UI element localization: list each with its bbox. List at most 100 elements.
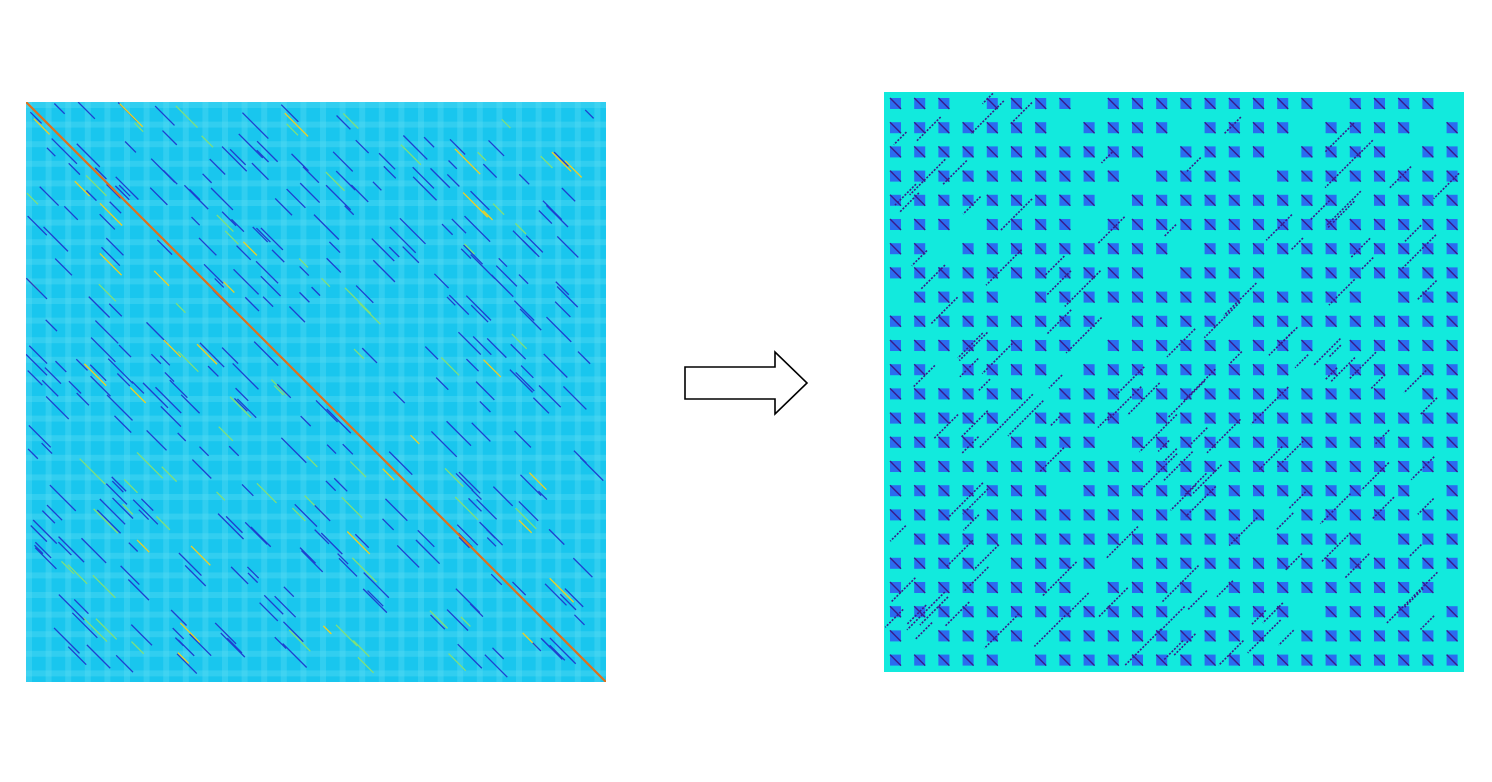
matrix-right-block-diagonal (1204, 508, 1217, 521)
matrix-left-band (26, 435, 606, 442)
matrix-right-block-diagonal (1446, 654, 1459, 667)
matrix-right-block-diagonal (1083, 654, 1096, 667)
matrix-right-segment (1042, 561, 1078, 597)
matrix-left-segment (458, 471, 481, 494)
matrix-left-segment (430, 167, 451, 189)
matrix-right-block-diagonal (1131, 460, 1144, 473)
matrix-right-block-diagonal (1300, 218, 1313, 231)
matrix-right-block-diagonal (1397, 605, 1410, 618)
matrix-left-segment (455, 588, 481, 614)
matrix-left-band (26, 592, 606, 598)
matrix-left-segment (136, 539, 150, 553)
matrix-left-band (594, 102, 601, 682)
matrix-right-block-diagonal (1155, 654, 1168, 667)
matrix-left-segment (177, 351, 199, 373)
matrix-left-segment (486, 337, 507, 359)
matrix-left-segment (344, 205, 355, 216)
matrix-right-segment (1324, 367, 1338, 381)
matrix-left-band (339, 102, 346, 682)
matrix-right-block-diagonal (986, 363, 999, 376)
matrix-right-block-diagonal (913, 121, 926, 134)
matrix-left-segment (28, 424, 52, 448)
matrix-right-block-diagonal (937, 194, 950, 207)
matrix-left-segment (88, 296, 111, 318)
matrix-right-block-diagonal (937, 533, 950, 546)
matrix-right-block-diagonal (913, 484, 926, 497)
matrix-left-segment (114, 415, 132, 434)
matrix-right-block-diagonal (1325, 629, 1338, 642)
matrix-left-segment (354, 533, 370, 549)
matrix-right-block-diagonal (1252, 218, 1265, 231)
matrix-right-block-diagonal (1446, 339, 1459, 352)
matrix-right-block-diagonal (1179, 218, 1192, 231)
matrix-right-block-diagonal (1155, 557, 1168, 570)
matrix-right-block-diagonal (889, 605, 902, 618)
matrix-left-segment (77, 102, 96, 120)
matrix-right-segment (920, 264, 946, 290)
matrix-right-block-diagonal (1373, 121, 1386, 134)
matrix-right-block-diagonal (1083, 484, 1096, 497)
matrix-right-block-diagonal (1107, 291, 1120, 304)
matrix-right-segment (893, 131, 907, 146)
matrix-left-segment (221, 347, 239, 365)
matrix-right-block-diagonal (1349, 339, 1362, 352)
matrix-right-segment (970, 100, 1005, 134)
matrix-right-block-diagonal (1058, 387, 1071, 400)
matrix-left-segment (463, 244, 484, 265)
matrix-right-segment (909, 158, 946, 196)
matrix-left-segment (235, 387, 249, 402)
matrix-right-block-diagonal (1349, 218, 1362, 231)
matrix-right-block-diagonal (1421, 533, 1434, 546)
matrix-right-block-diagonal (1325, 581, 1338, 594)
matrix-right-block-diagonal (1228, 412, 1241, 425)
matrix-right-segment (985, 249, 1023, 286)
matrix-right-block-diagonal (1034, 121, 1047, 134)
matrix-right-block-diagonal (913, 508, 926, 521)
matrix-right-segment (1265, 214, 1293, 241)
matrix-left-segment (326, 444, 337, 455)
matrix-right-block-diagonal (1058, 339, 1071, 352)
matrix-left-segment (207, 365, 219, 377)
matrix-right-segment (1433, 172, 1460, 200)
matrix-left-segment (189, 633, 212, 657)
matrix-right-block-diagonal (937, 121, 950, 134)
matrix-left-segment (538, 385, 562, 408)
matrix-right-block-diagonal (1373, 218, 1386, 231)
matrix-left-segment (76, 392, 90, 406)
matrix-left-segment (253, 341, 279, 367)
matrix-left-segment (255, 260, 279, 284)
matrix-left-segment (274, 636, 287, 650)
matrix-right-segment (1309, 200, 1331, 221)
matrix-left-segment (545, 204, 569, 228)
matrix-right-block-diagonal (1034, 339, 1047, 352)
matrix-right-block-diagonal (962, 412, 975, 425)
matrix-right-block-diagonal (1349, 557, 1362, 570)
matrix-right-block-diagonal (937, 315, 950, 328)
matrix-right-segment (1173, 633, 1196, 657)
matrix-left-segment (209, 158, 226, 175)
matrix-left-band (65, 102, 72, 682)
matrix-right-block-diagonal (962, 654, 975, 667)
matrix-right-block-diagonal (986, 605, 999, 618)
matrix-left-segment (448, 160, 458, 170)
matrix-left-segment (342, 112, 359, 129)
matrix-right-block-diagonal (1276, 484, 1289, 497)
matrix-left-band (26, 200, 606, 206)
matrix-right-segment (1004, 393, 1034, 424)
matrix-right-block-diagonal (889, 97, 902, 110)
matrix-right-block-diagonal (1446, 412, 1459, 425)
matrix-left-segment (335, 170, 356, 191)
matrix-left-segment (355, 139, 370, 154)
matrix-left-segment (299, 265, 310, 277)
matrix-left-segment (514, 430, 532, 448)
matrix-right-block-diagonal (962, 508, 975, 521)
matrix-right-block-diagonal (962, 242, 975, 255)
matrix-left-segment (519, 308, 542, 331)
matrix-left-segment (255, 227, 271, 243)
matrix-left-band (26, 278, 606, 285)
matrix-left-segment (58, 536, 85, 563)
matrix-left-segment (43, 226, 69, 252)
matrix-left-band (84, 102, 91, 682)
matrix-left-segment (163, 339, 182, 358)
matrix-right-block-diagonal (1083, 291, 1096, 304)
